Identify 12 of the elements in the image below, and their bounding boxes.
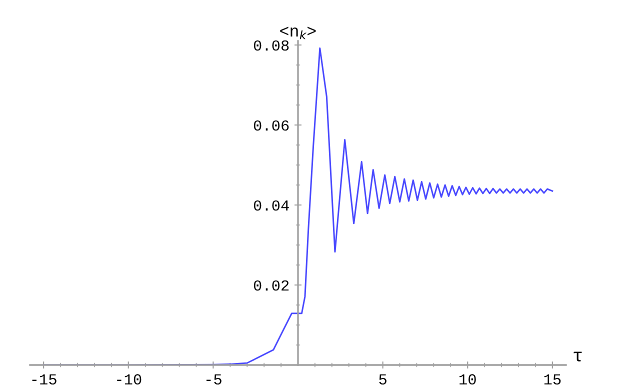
y-tick-label: 0.04 — [254, 200, 289, 211]
x-tick-label: -10 — [117, 374, 142, 385]
y-tick-label: 0.06 — [254, 120, 289, 131]
y-tick-label: 0.02 — [254, 280, 289, 291]
x-axis-title: τ — [574, 352, 582, 362]
x-tick-label: 5 — [379, 374, 386, 385]
y-tick-label: 0.08 — [254, 40, 289, 51]
x-tick-label: 15 — [544, 374, 561, 385]
y-axis-title: <n$_{k}$> — [280, 26, 316, 40]
x-tick-label: -15 — [32, 374, 56, 385]
x-tick-label: -5 — [206, 374, 222, 385]
x-tick-label: 10 — [460, 374, 476, 385]
